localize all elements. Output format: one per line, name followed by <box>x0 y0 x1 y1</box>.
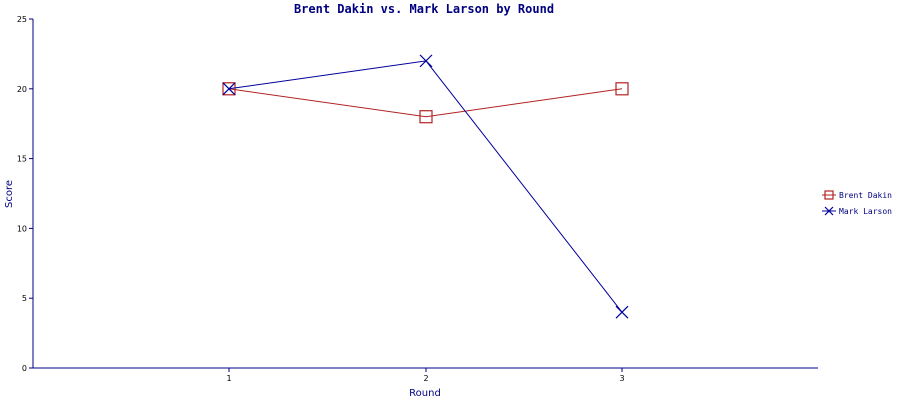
series-line <box>228 88 623 118</box>
data-point <box>419 54 433 68</box>
y-tick-label: 5 <box>22 294 27 303</box>
series-line <box>228 60 623 313</box>
data-point <box>222 82 236 96</box>
data-point <box>419 110 433 124</box>
x-tick-label: 1 <box>226 374 231 383</box>
legend-marker <box>824 190 834 200</box>
legend-item: Brent Dakin <box>822 190 892 200</box>
series-2 <box>222 54 629 319</box>
y-ticks: 0 5 10 15 20 25 <box>17 15 33 373</box>
y-tick-label: 20 <box>17 85 27 94</box>
y-tick-label: 15 <box>17 155 27 164</box>
legend-item: Mark Larson <box>822 206 892 216</box>
legend-label: Brent Dakin <box>839 191 892 200</box>
data-point <box>222 82 236 96</box>
series-1 <box>222 82 629 124</box>
y-axis-title: Score <box>4 180 15 208</box>
data-point <box>615 305 629 319</box>
x-ticks: 1 2 3 <box>226 368 625 383</box>
legend-label: Mark Larson <box>839 207 892 216</box>
legend: Brent Dakin Mark Larson <box>822 190 892 216</box>
series-layer <box>222 54 629 319</box>
y-tick-label: 25 <box>17 15 27 24</box>
y-tick-label: 10 <box>17 224 27 233</box>
y-tick-label: 0 <box>22 364 27 373</box>
legend-marker <box>824 206 834 216</box>
x-axis-title: Round <box>409 388 441 399</box>
data-point <box>615 82 629 96</box>
x-tick-label: 2 <box>423 374 428 383</box>
x-tick-label: 3 <box>619 374 624 383</box>
chart-title: Brent Dakin vs. Mark Larson by Round <box>294 2 554 16</box>
